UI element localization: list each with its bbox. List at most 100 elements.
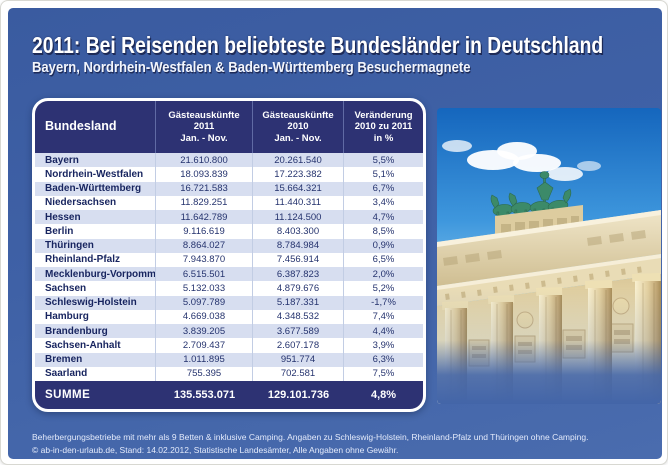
footnote: Beherbergungsbetriebe mit mehr als 9 Bet… [32,431,642,457]
table-row: Mecklenburg-Vorpommern 6.515.501 6.387.8… [35,267,423,282]
guests-2011-value: 6.515.501 [156,267,253,282]
table-row: Berlin 9.116.619 8.403.300 8,5% [35,224,423,239]
table-total-row: SUMME 135.553.071 129.101.736 4,8% [35,381,423,409]
guests-2011-value: 8.864.027 [156,238,253,253]
guests-2011-value: 21.610.800 [156,153,253,168]
table-body: Bayern 21.610.800 20.261.540 5,5% Nordrh… [35,153,423,381]
state-name: Rheinland-Pfalz [35,252,156,267]
guests-2011-value: 755.395 [156,366,253,381]
header-line: 2011 [193,121,215,133]
guests-2010-value: 4.348.532 [253,309,344,324]
state-name: Mecklenburg-Vorpommern [35,267,156,282]
guests-2011-value: 18.093.839 [156,167,253,182]
state-name: Bremen [35,352,156,367]
change-percent-value: -1,7% [371,297,396,309]
table-row: Bremen 1.011.895 951.774 6,3% [35,352,423,367]
guests-2011-value: 3.839.205 [156,324,253,339]
page-subtitle: Bayern, Nordrhein-Westfalen & Baden-Würt… [32,60,471,76]
column-header-label: Bundesland [45,119,117,134]
change-percent-value: 3,4% [372,197,395,209]
header-line: 2010 [287,121,309,133]
change-percent-value: 6,5% [372,254,395,266]
guests-2010-value: 6.387.823 [253,267,344,282]
table-row: Hessen 11.642.789 11.124.500 4,7% [35,210,423,225]
guests-2011-value: 11.829.251 [156,195,253,210]
guests-2010-value: 7.456.914 [253,252,344,267]
guests-2010-value: 3.677.589 [253,324,344,339]
change-percent-value: 7,4% [372,311,395,323]
state-name: Sachsen-Anhalt [35,338,156,353]
total-2010: 129.101.736 [267,389,330,401]
table-row: Thüringen 8.864.027 8.784.984 0,9% [35,238,423,253]
table-row: Hamburg 4.669.038 4.348.532 7,4% [35,309,423,324]
header-line: in % [373,132,394,144]
page-title: 2011: Bei Reisenden beliebteste Bundeslä… [32,32,604,58]
bundeslaender-table: Bundesland Gästeauskünfte 2011 Jan. - No… [32,98,426,412]
change-percent-value: 4,4% [372,325,395,337]
brandenburg-gate-photo [437,108,661,404]
header-line: Jan. - Nov. [180,132,228,144]
state-name: Hamburg [35,309,156,324]
total-change: 4,8% [370,389,397,401]
table-row: Baden-Württemberg 16.721.583 15.664.321 … [35,181,423,196]
state-name: Nordrhein-Westfalen [35,167,156,182]
guests-2010-value: 4.879.676 [253,281,344,296]
guests-2010-value: 8.784.984 [253,238,344,253]
state-name: Brandenburg [35,324,156,339]
change-percent-value: 6,7% [372,183,395,195]
guests-2010-value: 11.440.311 [253,195,344,210]
state-name: Schleswig-Holstein [35,295,156,310]
header-line: 2010 zu 2011 [354,121,413,133]
table-row: Saarland 755.395 702.581 7,5% [35,366,423,381]
table-row: Nordrhein-Westfalen 18.093.839 17.223.38… [35,167,423,182]
guests-2010-value: 702.581 [253,366,344,381]
state-name: Sachsen [35,281,156,296]
change-percent-value: 5,2% [372,282,395,294]
table-header-row: Bundesland Gästeauskünfte 2011 Jan. - No… [35,101,423,153]
guests-2010-value: 951.774 [253,352,344,367]
guests-2010-value: 11.124.500 [253,210,344,225]
table-row: Sachsen-Anhalt 2.709.437 2.607.178 3,9% [35,338,423,353]
change-percent-value: 7,5% [372,368,395,380]
state-name: Berlin [35,224,156,239]
guests-2010-value: 5.187.331 [253,295,344,310]
state-name: Hessen [35,210,156,225]
change-percent-value: 3,9% [372,339,395,351]
change-percent-value: 2,0% [372,268,395,280]
header-line: Jan. - Nov. [274,132,322,144]
guests-2011-value: 2.709.437 [156,338,253,353]
guests-2011-value: 5.097.789 [156,295,253,310]
guests-2011-value: 1.011.895 [156,352,253,367]
state-name: Saarland [35,366,156,381]
guests-2010-value: 17.223.382 [253,167,344,182]
change-percent-value: 5,5% [372,154,395,166]
change-percent-value: 4,7% [372,211,395,223]
guests-2011-value: 11.642.789 [156,210,253,225]
state-name: Thüringen [35,238,156,253]
change-percent-value: 5,1% [372,168,395,180]
guests-2010-value: 8.403.300 [253,224,344,239]
footnote-line-2: © ab-in-den-urlaub.de, Stand: 14.02.2012… [32,445,399,455]
footnote-line-1: Beherbergungsbetriebe mit mehr als 9 Bet… [32,432,589,442]
state-name: Baden-Württemberg [35,181,156,196]
table-row: Sachsen 5.132.033 4.879.676 5,2% [35,281,423,296]
guests-2011-value: 5.132.033 [156,281,253,296]
guests-2011-value: 16.721.583 [156,181,253,196]
table-row: Schleswig-Holstein 5.097.789 5.187.331 -… [35,295,423,310]
header-line: Veränderung [354,109,413,121]
change-percent-value: 0,9% [372,240,395,252]
guests-2010-value: 15.664.321 [253,181,344,196]
blue-panel: 2011: Bei Reisenden beliebteste Bundeslä… [8,8,662,459]
header-line: Gästeauskünfte [168,109,240,121]
table-row: Niedersachsen 11.829.251 11.440.311 3,4% [35,195,423,210]
change-percent-value: 6,3% [372,354,395,366]
state-name: Bayern [35,153,156,168]
guests-2011-value: 4.669.038 [156,309,253,324]
table-row: Brandenburg 3.839.205 3.677.589 4,4% [35,324,423,339]
table-row: Rheinland-Pfalz 7.943.870 7.456.914 6,5% [35,252,423,267]
column-header-2010: Gästeauskünfte 2010 Jan. - Nov. [253,101,344,153]
header-line: Gästeauskünfte [262,109,334,121]
total-label: SUMME [45,389,91,401]
change-percent-value: 8,5% [372,225,395,237]
